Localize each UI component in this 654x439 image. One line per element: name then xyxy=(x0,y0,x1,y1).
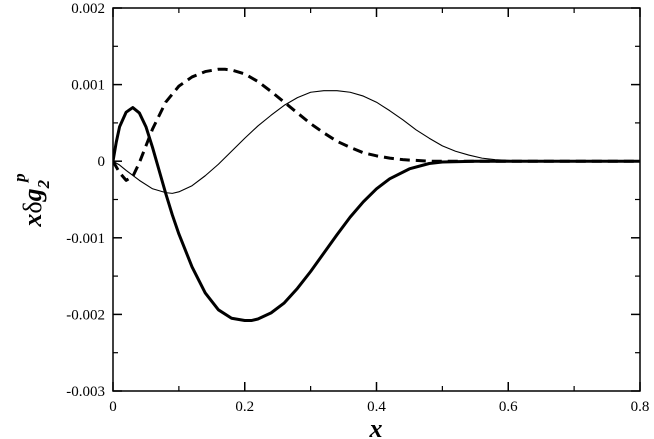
y-tick-label: -0.002 xyxy=(66,307,105,323)
y-label-g: g xyxy=(18,188,47,202)
y-tick-label: -0.003 xyxy=(66,384,105,400)
axis-ticks xyxy=(112,7,641,392)
series-line-thick-solid xyxy=(113,106,640,323)
y-tick-label: 0 xyxy=(98,154,106,170)
y-tick-label: 0.002 xyxy=(71,1,105,17)
y-label-superscript: p xyxy=(10,173,29,184)
series-line-dashed xyxy=(113,67,640,182)
series-line-thin-solid xyxy=(113,90,640,194)
x-tick-label: 0.2 xyxy=(235,399,254,415)
y-label-subscript: 2 xyxy=(34,179,53,189)
tick-labels: 0 0.2 0.4 0.6 0.8 0.002 0.001 0 -0.001 -0.002 -0.0… xyxy=(66,1,649,415)
y-label-delta: δ xyxy=(18,201,47,213)
y-axis-label: xδg2p xyxy=(10,173,53,227)
x-tick-label: 0.4 xyxy=(367,399,386,415)
x-tick-label: 0.8 xyxy=(631,399,650,415)
x-tick-label: 0 xyxy=(109,399,117,415)
y-tick-label: -0.001 xyxy=(66,231,105,247)
y-tick-label: 0.001 xyxy=(71,78,105,94)
x-axis-label: x xyxy=(369,414,383,439)
svg-text:xδg2p: xδg2p xyxy=(10,173,53,227)
plot-frame xyxy=(112,7,641,392)
y-label-lead: x xyxy=(18,214,47,228)
x-tick-label: 0.6 xyxy=(499,399,518,415)
series-layer xyxy=(113,67,640,323)
